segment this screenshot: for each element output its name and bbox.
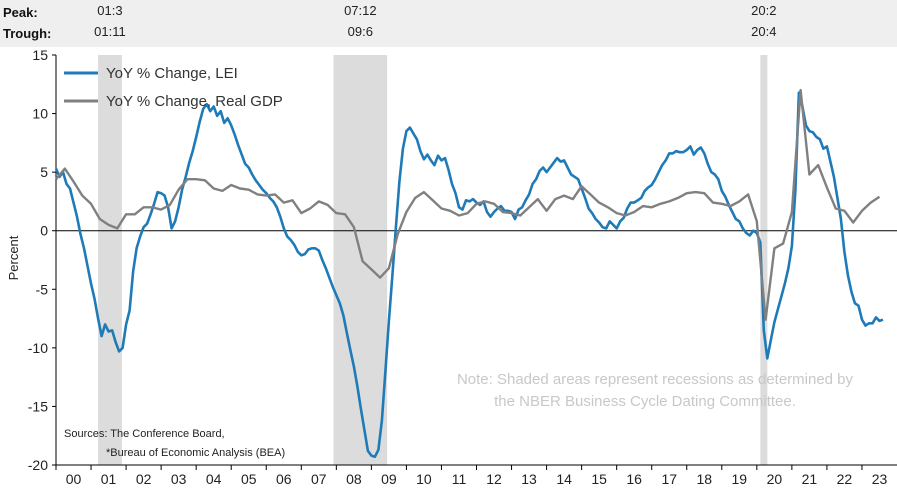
y-axis-label: Percent (6, 235, 21, 280)
recession-trough-label-0: 01:11 (94, 24, 126, 39)
legend-label-gdp: YoY % Change, Real GDP (106, 93, 283, 110)
x-tick-label: 05 (241, 471, 257, 487)
recession-peak-label-2: 20:2 (751, 3, 776, 18)
x-tick-label: 07 (311, 471, 327, 487)
header-band (0, 0, 897, 47)
series-line-gdp (55, 88, 881, 321)
source-line-1: Sources: The Conference Board, (64, 428, 225, 440)
y-tick-label: 0 (40, 223, 48, 239)
recession-note: Note: Shaded areas represent recessions … (457, 371, 854, 410)
peak-row-label: Peak: (3, 5, 38, 20)
recession-trough-label-2: 20:4 (751, 24, 776, 39)
x-tick-label: 10 (416, 471, 432, 487)
x-tick-label: 04 (206, 471, 222, 487)
x-tick-label: 03 (171, 471, 187, 487)
y-tick-label: -10 (28, 340, 48, 356)
x-tick-label: 19 (732, 471, 748, 487)
series-lines (54, 88, 884, 459)
x-tick-label: 01 (101, 471, 117, 487)
x-tick-label: 08 (346, 471, 362, 487)
x-tick-label: 18 (696, 471, 712, 487)
y-tick-label: 10 (32, 106, 48, 122)
x-tick-label: 14 (556, 471, 572, 487)
y-tick-label: 5 (40, 164, 48, 180)
x-tick-label: 16 (626, 471, 642, 487)
note-line-1: Note: Shaded areas represent recessions … (457, 371, 854, 388)
source-line-2: *Bureau of Economic Analysis (BEA) (106, 447, 285, 459)
x-tick-label: 15 (591, 471, 607, 487)
recession-trough-label-1: 09:6 (348, 24, 373, 39)
recession-peak-label-1: 07:12 (344, 3, 377, 18)
x-tick-label: 06 (276, 471, 292, 487)
x-axis: 00 01 02 03 04 05 06 07 08 09 10 11 12 13 14 15 16 17 18 19… (55, 464, 897, 487)
series-line-lei (54, 91, 884, 459)
note-line-2: the NBER Business Cycle Dating Committee… (494, 393, 796, 410)
y-tick-label: -15 (28, 398, 48, 414)
trough-row-label: Trough: (3, 26, 51, 41)
y-tick-label: 15 (32, 47, 48, 63)
y-tick-label: -5 (36, 281, 49, 297)
recession-band-0 (98, 55, 122, 465)
recession-peak-label-0: 01:3 (97, 3, 122, 18)
recession-bands: 01:3 01:11 07:12 09:6 20:2 20:4 (94, 3, 776, 465)
x-tick-label: 11 (452, 471, 467, 487)
sources: Sources: The Conference Board, *Bureau o… (64, 428, 285, 459)
recession-band-1 (333, 55, 388, 465)
x-tick-label: 21 (802, 471, 818, 487)
legend: YoY % Change, LEI YoY % Change, Real GDP (64, 65, 283, 110)
x-tick-label: 13 (521, 471, 537, 487)
x-tick-label: 17 (661, 471, 677, 487)
y-tick-label: -20 (28, 457, 48, 473)
legend-label-lei: YoY % Change, LEI (106, 65, 238, 82)
x-tick-label: 00 (66, 471, 82, 487)
x-tick-label: 12 (486, 471, 502, 487)
x-tick-label: 22 (837, 471, 853, 487)
y-axis: 15 10 5 0 -5 -10 -15 -20 (28, 47, 897, 473)
x-tick-label: 09 (381, 471, 397, 487)
x-tick-label: 02 (136, 471, 152, 487)
x-tick-label: 20 (767, 471, 783, 487)
recession-band-2 (760, 55, 768, 465)
x-tick-label: 23 (872, 471, 888, 487)
